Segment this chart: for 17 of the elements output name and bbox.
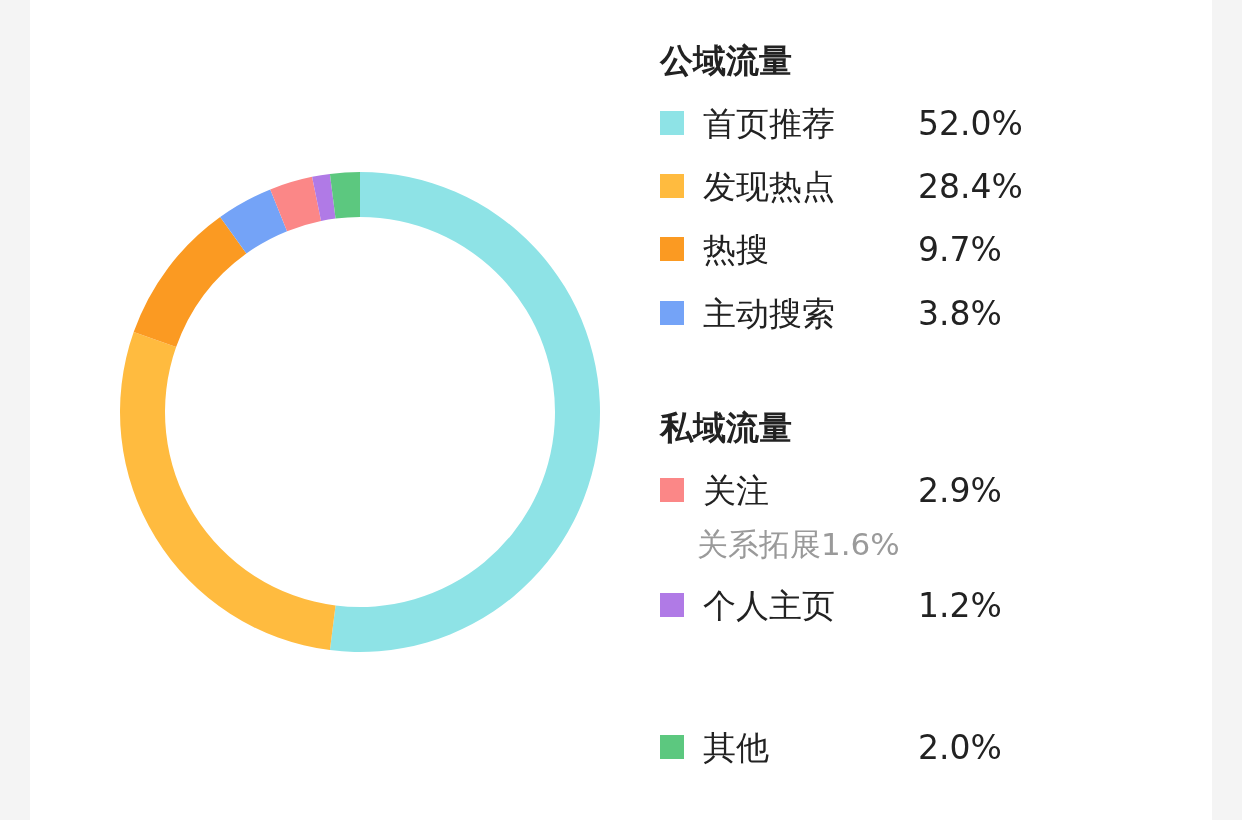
legend-label: 发现热点	[703, 167, 835, 206]
text: 关系拓展1.6%	[697, 526, 900, 562]
legend-label: 主动搜索	[703, 294, 835, 333]
legend-label: 关注	[703, 471, 769, 510]
legend-label: 首页推荐	[703, 104, 835, 143]
legend-label: 其他	[703, 728, 769, 767]
data-label: 28.4%	[918, 167, 1023, 206]
text: 公域流量	[659, 41, 792, 80]
legend-label: 个人主页	[703, 586, 835, 625]
legend-label: 热搜	[703, 230, 769, 269]
data-label: 52.0%	[918, 104, 1023, 143]
data-label: 2.9%	[918, 471, 1002, 510]
data-label: 1.2%	[918, 586, 1002, 625]
data-label: 9.7%	[918, 230, 1002, 269]
text: 私域流量	[659, 408, 792, 447]
data-label: 3.8%	[918, 294, 1002, 333]
data-label: 2.0%	[918, 728, 1002, 767]
